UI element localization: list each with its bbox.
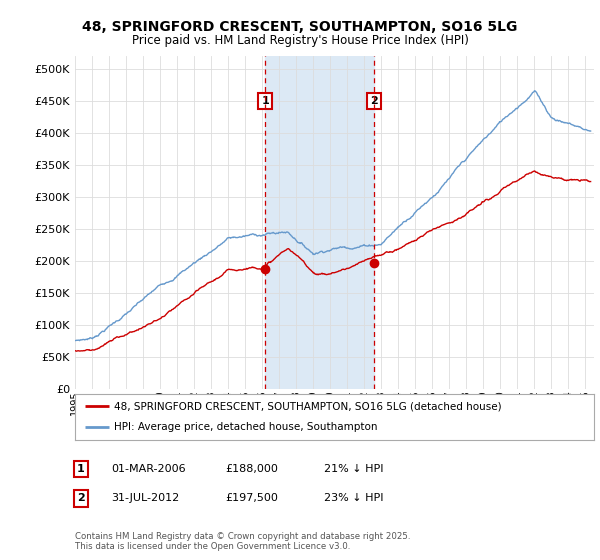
Text: 2: 2 [370,96,378,106]
Text: 01-MAR-2006: 01-MAR-2006 [111,464,185,474]
Text: £188,000: £188,000 [225,464,278,474]
Text: 21% ↓ HPI: 21% ↓ HPI [324,464,383,474]
Text: 1: 1 [77,464,85,474]
Bar [265,56,374,389]
Text: 31-JUL-2012: 31-JUL-2012 [111,493,179,503]
Text: £197,500: £197,500 [225,493,278,503]
Text: 2: 2 [77,493,85,503]
Text: Price paid vs. HM Land Registry's House Price Index (HPI): Price paid vs. HM Land Registry's House … [131,34,469,46]
Text: 48, SPRINGFORD CRESCENT, SOUTHAMPTON, SO16 5LG: 48, SPRINGFORD CRESCENT, SOUTHAMPTON, SO… [82,20,518,34]
Text: 48, SPRINGFORD CRESCENT, SOUTHAMPTON, SO16 5LG (detached house): 48, SPRINGFORD CRESCENT, SOUTHAMPTON, SO… [114,401,502,411]
Text: 1: 1 [261,96,269,106]
Text: Contains HM Land Registry data © Crown copyright and database right 2025.
This d: Contains HM Land Registry data © Crown c… [75,532,410,552]
Text: 23% ↓ HPI: 23% ↓ HPI [324,493,383,503]
Text: HPI: Average price, detached house, Southampton: HPI: Average price, detached house, Sout… [114,422,377,432]
